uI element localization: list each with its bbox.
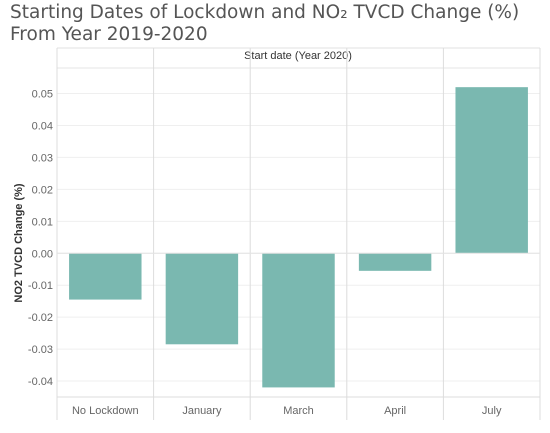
y-tick-label: -0.04 bbox=[28, 376, 53, 388]
y-axis-label: NO2 TVCD Change (%) bbox=[13, 183, 25, 303]
y-tick-label: 0.00 bbox=[32, 248, 53, 260]
y-tick-label: 0.01 bbox=[32, 216, 53, 228]
bar-april bbox=[358, 253, 432, 271]
bar-march bbox=[262, 253, 335, 388]
bar-no-lockdown bbox=[69, 253, 142, 300]
y-tick-label: -0.02 bbox=[28, 312, 53, 324]
x-tick-label: July bbox=[482, 405, 502, 417]
x-tick-label: January bbox=[182, 405, 222, 417]
plot-area: -0.04 -0.03 -0.02 -0.01 0.00 0.01 0.02 0.03 0.04… bbox=[28, 47, 541, 420]
y-tick-label: -0.03 bbox=[28, 344, 53, 356]
y-tick-label: 0.03 bbox=[32, 152, 53, 164]
y-tick-label: 0.05 bbox=[32, 89, 53, 101]
y-tick-label: -0.01 bbox=[28, 280, 53, 292]
chart-title: Starting Dates of Lockdown and NO₂ TVCD … bbox=[10, 2, 519, 46]
x-tick-label: April bbox=[384, 405, 406, 417]
bar-january bbox=[165, 253, 239, 345]
column-header: Start date (Year 2020) bbox=[244, 50, 352, 62]
chart-title-line-2: From Year 2019-2020 bbox=[10, 24, 208, 45]
x-tick-label: March bbox=[283, 405, 314, 417]
chart-title-line-1: Starting Dates of Lockdown and NO₂ TVCD … bbox=[10, 2, 520, 23]
x-tick-label: No Lockdown bbox=[72, 405, 139, 417]
y-tick-label: 0.04 bbox=[32, 120, 53, 132]
bar-july bbox=[455, 87, 528, 254]
y-tick-label: 0.02 bbox=[32, 184, 53, 196]
